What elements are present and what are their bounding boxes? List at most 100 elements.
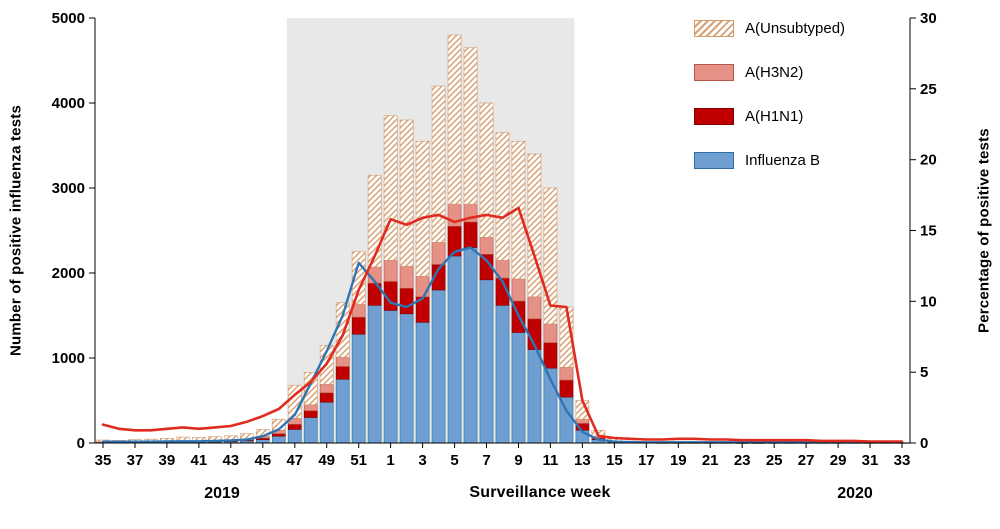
right-axis-tick-label: 20 [920,152,937,169]
legend-label: Influenza B [745,152,821,169]
x-axis-tick-label: 25 [766,452,783,469]
x-axis-tick-label: 31 [862,452,879,469]
bar-influenza-b [271,435,286,444]
x-axis-tick-label: 19 [670,452,687,469]
x-axis-tick-label: 5 [450,452,458,469]
bar-a-h3n2 [383,259,398,282]
bar-a-unsubtyped [543,187,558,325]
x-axis-tick-label: 41 [191,452,208,469]
bar-influenza-b [447,255,462,444]
x-axis-tick-label: 33 [894,452,911,469]
bar-influenza-b [383,310,398,444]
bar-a-h1n1 [351,316,366,335]
left-axis-tick-label: 1000 [52,350,85,367]
bar-a-unsubtyped [447,34,462,205]
right-axis-tick-label: 5 [920,364,928,381]
bar-influenza-b [335,378,350,444]
bar-a-h3n2 [575,418,590,424]
legend-label: A(H1N1) [745,108,804,125]
bar-a-h3n2 [543,323,558,344]
bar-influenza-b [511,332,526,444]
bar-influenza-b [319,401,334,444]
left-axis-tick-label: 4000 [52,95,85,112]
right-axis-tick-label: 25 [920,81,937,98]
year-label-2019: 2019 [204,485,240,502]
x-axis-tick-label: 17 [638,452,655,469]
right-axis-tick-label: 10 [920,293,937,310]
bar-influenza-b [255,439,270,444]
bar-a-unsubtyped [335,302,350,358]
bar-a-h1n1 [559,379,574,398]
bar-a-h1n1 [271,433,286,437]
right-axis-tick-label: 15 [920,223,937,240]
bar-a-unsubtyped [527,153,542,298]
x-axis-tick-label: 1 [386,452,394,469]
bar-a-unsubtyped [383,115,398,261]
legend: A(Unsubtyped) A(H3N2) A(H1N1) Influenza B [694,20,845,169]
bar-a-h1n1 [303,410,318,418]
legend-swatch-a-h3n2 [694,64,734,81]
x-axis-tick-label: 9 [514,452,522,469]
x-axis-tick-label: 3 [418,452,426,469]
x-axis-tick-label: 15 [606,452,623,469]
x-axis-tick-label: 51 [350,452,367,469]
legend-item-a-h1n1: A(H1N1) [694,108,845,125]
x-axis-tick-label: 35 [95,452,112,469]
legend-label: A(Unsubtyped) [745,20,846,37]
left-axis-tick-label: 5000 [52,10,85,27]
x-axis-tick-label: 49 [318,452,335,469]
bar-influenza-b [527,349,542,444]
influenza-b-trend-line [101,246,904,444]
x-axis-tick-label: 13 [574,452,591,469]
percentage-of-positive-tests-line [101,206,904,443]
bar-a-unsubtyped [495,132,510,261]
x-axis-tick-label: 47 [286,452,303,469]
bar-a-unsubtyped [399,119,414,267]
bar-a-h3n2 [303,404,318,411]
right-axis-tick-label: 0 [920,435,928,452]
bar-influenza-b [351,333,366,444]
bar-a-unsubtyped [479,102,494,238]
x-axis-title: Surveillance week [469,484,611,501]
bar-a-h3n2 [335,356,350,367]
bar-influenza-b [399,313,414,444]
x-axis-tick-label: 43 [222,452,239,469]
bar-influenza-b [463,247,478,444]
bar-influenza-b [431,289,446,444]
bar-a-unsubtyped [367,174,382,268]
left-axis-tick-label: 3000 [52,180,85,197]
left-axis-tick-label: 0 [77,435,85,452]
bar-a-h3n2 [479,237,494,255]
x-axis-tick-label: 45 [254,452,271,469]
bar-a-h3n2 [415,276,430,298]
legend-swatch-influenza-b [694,152,734,169]
bar-a-unsubtyped [431,85,446,243]
bar-influenza-b [495,304,510,444]
bar-a-h1n1 [463,221,478,248]
legend-item-influenza-b: Influenza B [694,152,845,169]
bar-a-unsubtyped [415,140,430,277]
bar-influenza-b [367,304,382,444]
bar-a-h1n1 [319,392,334,403]
x-axis-tick-label: 29 [830,452,847,469]
x-axis-tick-label: 37 [127,452,144,469]
x-axis-tick-label: 7 [482,452,490,469]
bar-a-h1n1 [543,342,558,369]
legend-swatch-a-unsubtyped [694,20,734,37]
bar-a-h3n2 [319,384,334,394]
right-axis-title: Percentage of positive tests [975,128,993,333]
legend-item-a-h3n2: A(H3N2) [694,64,845,81]
left-axis-title: Number of positive influenza tests [7,105,25,357]
bar-a-h3n2 [431,242,446,265]
x-axis-tick-label: 21 [702,452,719,469]
bar-influenza-b [303,417,318,444]
bar-a-h1n1 [287,423,302,430]
x-axis-tick-label: 23 [734,452,751,469]
bar-a-unsubtyped [463,47,478,205]
bar-a-h3n2 [511,278,526,302]
bar-influenza-b [287,429,302,444]
bar-a-h1n1 [335,366,350,380]
x-axis-tick-label: 39 [159,452,176,469]
legend-item-a-unsubtyped: A(Unsubtyped) [694,20,845,37]
bar-a-h3n2 [399,265,414,289]
